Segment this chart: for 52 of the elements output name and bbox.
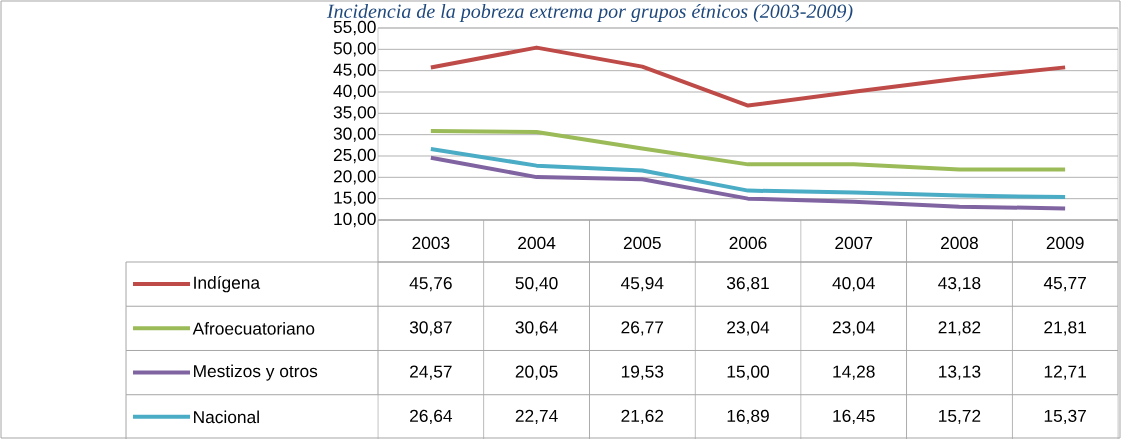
y-tick-label: 25,00 <box>333 148 376 164</box>
data-label: 45,76 <box>409 276 452 292</box>
legend-label: Mestizos y otros <box>194 364 318 381</box>
x-tick-label: 2009 <box>1046 236 1084 250</box>
y-tick-label: 10,00 <box>334 212 376 228</box>
data-label: 40,04 <box>832 276 875 292</box>
data-label: 20,05 <box>515 365 558 380</box>
data-label: 21,81 <box>1044 321 1086 336</box>
data-label: 21,82 <box>938 321 981 336</box>
data-label: 22,74 <box>515 409 558 425</box>
y-tick-label: 50,00 <box>333 42 376 57</box>
line-series <box>428 146 1068 200</box>
data-label: 15,37 <box>1044 409 1086 425</box>
x-tick-label: 2008 <box>941 236 978 250</box>
y-tick-label: 15,00 <box>334 191 376 206</box>
line-series <box>428 155 1068 211</box>
line-series <box>428 128 1068 172</box>
data-label: 30,64 <box>515 321 558 336</box>
data-label: 45,77 <box>1043 277 1086 292</box>
data-label: 45,94 <box>620 276 664 292</box>
legend-label: Nacional <box>194 410 259 424</box>
data-label: 16,45 <box>833 409 875 425</box>
data-label: 50,40 <box>515 276 558 292</box>
data-label: 36,81 <box>726 276 769 292</box>
x-tick-label: 2006 <box>729 236 767 250</box>
data-label: 30,87 <box>409 321 452 336</box>
data-label: 12,71 <box>1044 365 1086 380</box>
y-tick-label: 20,00 <box>333 170 376 185</box>
data-label: 23,04 <box>727 321 770 336</box>
y-tick-label: 30,00 <box>333 127 376 142</box>
x-tick-label: 2007 <box>835 236 873 250</box>
data-label: 19,53 <box>621 365 664 380</box>
data-label: 14,28 <box>833 365 875 380</box>
data-label: 26,64 <box>410 409 453 425</box>
data-label: 26,77 <box>621 321 664 336</box>
legend-label: Afroecuatoriano <box>192 321 315 335</box>
data-label: 15,72 <box>939 409 981 425</box>
data-label: 13,13 <box>939 365 981 380</box>
data-label: 21,62 <box>621 409 664 425</box>
y-tick-label: 45,00 <box>333 63 376 78</box>
data-label: 24,57 <box>410 365 452 380</box>
data-label: 23,04 <box>832 321 875 336</box>
x-tick-label: 2004 <box>518 236 556 250</box>
data-label: 15,00 <box>727 365 770 380</box>
legend-label: Indígena <box>194 275 261 293</box>
y-tick-label: 35,00 <box>333 106 376 121</box>
data-label: 43,18 <box>938 276 981 292</box>
x-tick-label: 2005 <box>623 236 661 250</box>
x-tick-label: 2003 <box>412 236 450 250</box>
line-series <box>428 45 1068 108</box>
data-label: 16,89 <box>727 409 769 425</box>
y-tick-label: 40,00 <box>333 84 376 100</box>
